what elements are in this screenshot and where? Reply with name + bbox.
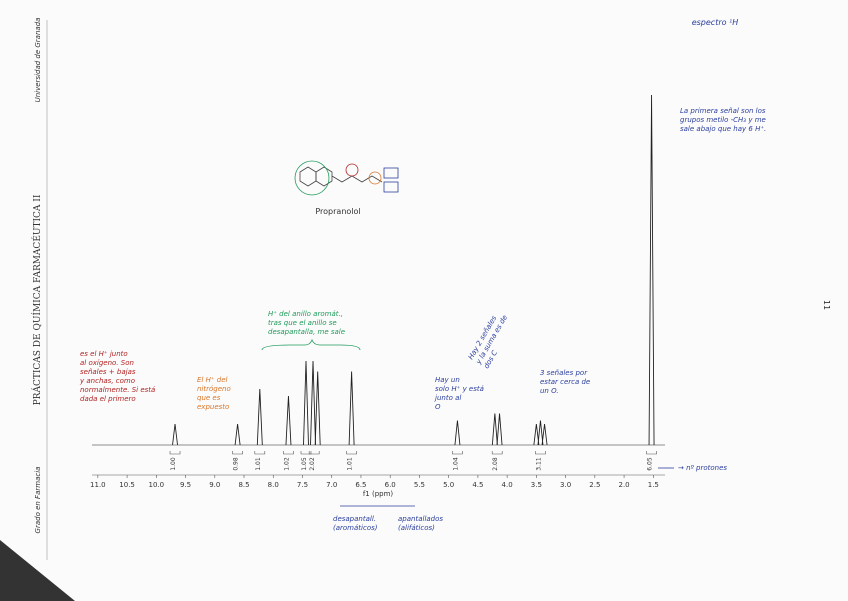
x-tick-label: 6.0: [385, 481, 396, 489]
compound-name: Propranolol: [315, 207, 360, 216]
annotation: normalmente. Si está: [80, 386, 155, 394]
annotation: estar cerca de: [540, 378, 590, 386]
page-corner: [0, 540, 75, 601]
integral-bracket: [254, 451, 266, 455]
annotation: un O.: [540, 387, 559, 395]
integral-label: 2.02: [309, 457, 316, 471]
annotation: Hay un: [435, 376, 460, 384]
structure: [294, 160, 399, 196]
integral-label: 2.08: [492, 457, 499, 471]
annotation: desapantalla, me sale: [268, 328, 345, 336]
peak: [172, 423, 178, 446]
peak: [648, 94, 655, 446]
x-tick-label: 10.5: [119, 481, 135, 489]
integral-label: 3.11: [535, 457, 542, 471]
annotation: (alifáticos): [398, 524, 435, 532]
peak: [491, 413, 498, 446]
annotation: junto al: [434, 394, 461, 402]
integral-bracket: [346, 451, 357, 455]
side-title: PRÁCTICAS DE QUÍMICA FARMACÉUTICA II: [31, 194, 43, 405]
peak: [285, 395, 292, 446]
x-tick-label: 4.0: [502, 481, 513, 489]
annotation: La primera señal son los: [680, 107, 766, 115]
integral-bracket: [169, 451, 181, 455]
x-tick-label: 5.0: [443, 481, 454, 489]
x-tick-label: 7.0: [326, 481, 337, 489]
annotation: apantallados: [398, 515, 443, 523]
brace: [261, 338, 361, 351]
integral-label: 6.05: [647, 457, 654, 471]
x-tick-label: 1.5: [648, 481, 659, 489]
integral-bracket: [283, 451, 294, 455]
peak: [454, 420, 461, 446]
annotation: El H⁺ del: [197, 376, 228, 384]
annotation: desapantall.: [333, 515, 376, 523]
header-note: espectro ¹H: [692, 18, 739, 27]
peak: [541, 423, 548, 446]
x-tick-label: 10.0: [149, 481, 165, 489]
annotation: al oxígeno. Son: [80, 359, 134, 367]
integral-bracket: [646, 451, 657, 455]
peak: [314, 371, 321, 446]
x-tick-label: 2.5: [589, 481, 600, 489]
peak: [496, 413, 503, 446]
annotation: grupos metilo -CH₃ y me: [680, 116, 766, 124]
x-tick-label: 8.5: [238, 481, 249, 489]
annotation: nitrógeno: [197, 385, 231, 393]
x-tick-label: 4.5: [472, 481, 483, 489]
side-bottom: Grado en Farmacia: [34, 467, 42, 534]
annotation: que es: [197, 394, 221, 402]
annotation: (aromáticos): [333, 524, 378, 532]
annotation: 3 señales por: [540, 369, 588, 377]
annotation: → nº protones: [678, 464, 727, 472]
annotation: dada el primero: [80, 395, 136, 403]
peak: [537, 420, 544, 446]
peak: [348, 371, 355, 446]
integral-label: 1.02: [283, 457, 290, 471]
peak: [533, 423, 540, 446]
annotation: sale abajo que hay 6 H⁺.: [680, 125, 766, 133]
peak: [310, 360, 316, 446]
x-tick-label: 2.0: [619, 481, 630, 489]
integral-label: 0.98: [233, 457, 240, 471]
x-tick-label: 3.0: [560, 481, 571, 489]
x-tick-label: 9.5: [180, 481, 191, 489]
x-axis-label: f1 (ppm): [363, 490, 394, 498]
x-tick-label: 6.5: [355, 481, 366, 489]
side-top: Universidad de Granada: [34, 18, 42, 103]
page-number: 11: [822, 300, 831, 310]
integral-label: 1.00: [170, 457, 177, 471]
annotation: es el H⁺ junto: [80, 350, 128, 358]
annotation: solo H⁺ y está: [435, 385, 484, 393]
annotation: tras que el anillo se: [268, 319, 337, 327]
x-tick-label: 9.0: [209, 481, 220, 489]
x-tick-label: 11.0: [90, 481, 106, 489]
annotation: señales + bajas: [80, 368, 136, 376]
peak: [234, 423, 241, 446]
integral-label: 1.04: [452, 457, 459, 471]
peak: [256, 388, 263, 446]
annotation: O: [435, 403, 441, 411]
integral-bracket: [308, 451, 320, 455]
integral-bracket: [232, 451, 243, 455]
integral-bracket: [491, 451, 503, 455]
x-tick-label: 7.5: [297, 481, 308, 489]
integral-bracket: [535, 451, 546, 455]
integral-bracket: [452, 451, 463, 455]
x-tick-label: 5.5: [414, 481, 425, 489]
x-tick-label: 8.0: [268, 481, 279, 489]
integral-bracket: [300, 451, 312, 455]
annotation: expuesto: [197, 403, 229, 411]
peak: [303, 360, 309, 446]
integral-label: 1.01: [347, 457, 354, 471]
integral-label: 1.01: [255, 457, 262, 471]
integral-label: 1.05: [301, 457, 308, 471]
annotation: H⁺ del anillo aromát.,: [268, 310, 343, 318]
x-tick-label: 3.5: [531, 481, 542, 489]
annotation: y anchas, como: [79, 377, 135, 385]
